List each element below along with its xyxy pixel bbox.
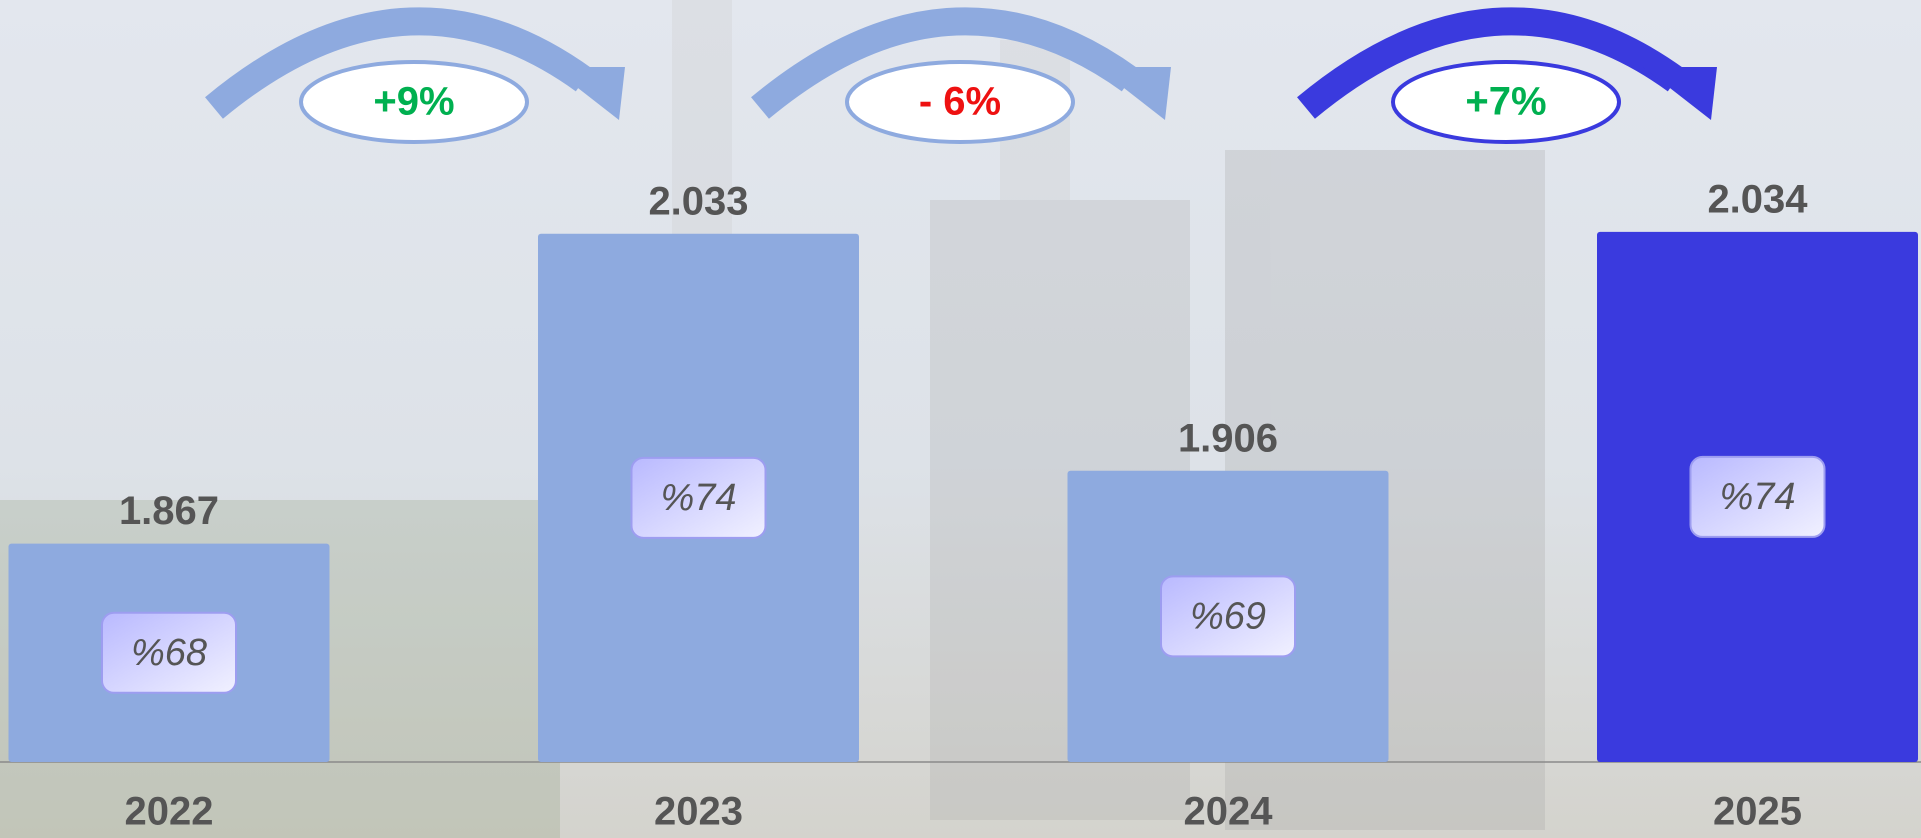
x-tick-label: 2024 [1184, 790, 1274, 834]
value-label: 2.034 [1707, 177, 1808, 221]
change-label: - 6% [919, 80, 1001, 124]
change-label: +9% [373, 80, 454, 124]
value-label: 1.906 [1178, 416, 1278, 460]
badge-label: %74 [660, 477, 736, 519]
page: {"chart_data": { "type": "bar", "categor… [0, 0, 1921, 838]
badge-label: %68 [131, 632, 207, 674]
value-label: 1.867 [119, 489, 219, 533]
badge-label: %69 [1190, 595, 1266, 637]
x-tick-label: 2022 [125, 790, 214, 834]
badge-label: %74 [1719, 476, 1795, 518]
x-tick-label: 2023 [654, 790, 743, 834]
value-label: 2.033 [648, 179, 748, 223]
x-tick-label: 2025 [1713, 790, 1802, 834]
chart: 1.867 %68 2022 2.033 %74 2023 1.906 %69 2024 2.03… [0, 0, 1921, 838]
change-label: +7% [1465, 80, 1546, 124]
